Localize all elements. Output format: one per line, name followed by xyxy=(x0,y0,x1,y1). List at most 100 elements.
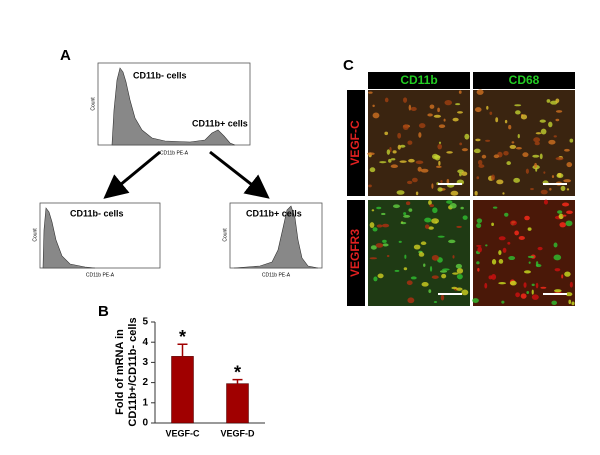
cell xyxy=(435,221,438,224)
cell xyxy=(455,103,461,106)
cell xyxy=(376,224,383,228)
cell xyxy=(431,218,440,224)
cell xyxy=(431,183,434,189)
cell xyxy=(502,192,505,195)
y-axis-label: Fold of mRNA in xyxy=(114,329,126,415)
error-bar xyxy=(232,378,243,384)
cell xyxy=(410,106,417,111)
cell xyxy=(535,282,539,289)
cell xyxy=(384,131,389,136)
cell xyxy=(438,124,446,129)
cell xyxy=(565,292,573,297)
cell xyxy=(553,254,562,261)
cell xyxy=(523,282,527,288)
cell xyxy=(405,201,411,206)
cell xyxy=(398,240,402,243)
cell xyxy=(455,263,463,269)
gate-label: CD11b+ cells xyxy=(192,118,248,128)
cell xyxy=(390,158,396,161)
column-label: CD11b xyxy=(400,73,437,87)
cell xyxy=(477,159,483,166)
cell xyxy=(548,121,553,128)
cell xyxy=(535,132,542,135)
y-tick-label: 3 xyxy=(142,357,148,368)
cell xyxy=(498,282,506,285)
histogram-title: CD11b- cells xyxy=(70,208,124,218)
cell xyxy=(446,151,453,154)
cell xyxy=(569,281,573,288)
cell xyxy=(403,97,408,103)
cell xyxy=(371,209,375,212)
cell xyxy=(382,243,389,247)
cell xyxy=(491,273,497,280)
cell xyxy=(448,239,456,244)
x-axis-label: CD11b PE-A xyxy=(86,272,115,278)
cell xyxy=(437,143,443,150)
cell xyxy=(420,241,427,246)
cell xyxy=(540,128,547,135)
cell xyxy=(546,99,551,103)
cell xyxy=(485,244,488,247)
cell xyxy=(478,164,485,168)
cell xyxy=(495,117,499,123)
cell xyxy=(564,271,571,277)
y-tick-label: 1 xyxy=(142,397,148,408)
cell xyxy=(459,142,463,146)
cell xyxy=(449,203,457,209)
cell xyxy=(404,254,407,259)
bar xyxy=(226,383,249,424)
cell xyxy=(382,239,387,243)
cell xyxy=(441,273,447,279)
cell xyxy=(369,257,378,260)
cell xyxy=(417,166,422,172)
cell xyxy=(372,227,378,232)
cell xyxy=(386,255,390,258)
cell xyxy=(515,110,521,115)
cell xyxy=(429,204,434,207)
cell xyxy=(534,162,538,169)
cell xyxy=(526,291,530,294)
cell xyxy=(432,207,438,214)
cell xyxy=(429,265,433,272)
cell xyxy=(407,140,413,145)
cell xyxy=(461,289,469,296)
cell xyxy=(428,289,432,294)
cell xyxy=(498,250,502,256)
cell xyxy=(523,270,531,274)
cell xyxy=(514,230,519,236)
cell xyxy=(551,175,555,179)
panel-label: B xyxy=(98,303,109,320)
cell xyxy=(369,167,376,173)
cell xyxy=(433,114,442,118)
cell xyxy=(399,160,407,163)
cell xyxy=(400,221,407,225)
cell xyxy=(554,289,562,293)
cell xyxy=(372,104,375,108)
y-axis-label: Count xyxy=(32,228,38,242)
cell xyxy=(384,97,389,103)
cell xyxy=(382,223,390,228)
cell xyxy=(527,227,532,231)
cell xyxy=(527,255,535,259)
cell xyxy=(368,91,373,94)
cell xyxy=(410,276,417,280)
cell xyxy=(531,294,539,300)
cell xyxy=(396,190,405,195)
cell xyxy=(389,147,392,153)
cell xyxy=(440,294,445,301)
arrow xyxy=(209,150,270,199)
cell xyxy=(392,150,397,154)
y-tick-label: 4 xyxy=(142,337,148,348)
cell xyxy=(428,226,434,230)
cell xyxy=(460,206,464,210)
cell xyxy=(428,200,432,206)
cell xyxy=(474,191,478,196)
cell xyxy=(477,267,480,272)
cell xyxy=(388,158,392,163)
cell xyxy=(520,114,528,120)
histogram xyxy=(111,67,236,146)
cell xyxy=(431,275,439,279)
micrograph xyxy=(368,90,470,196)
y-axis-label: CD11b+/CD11b- cells xyxy=(127,317,139,426)
cell xyxy=(397,132,402,139)
